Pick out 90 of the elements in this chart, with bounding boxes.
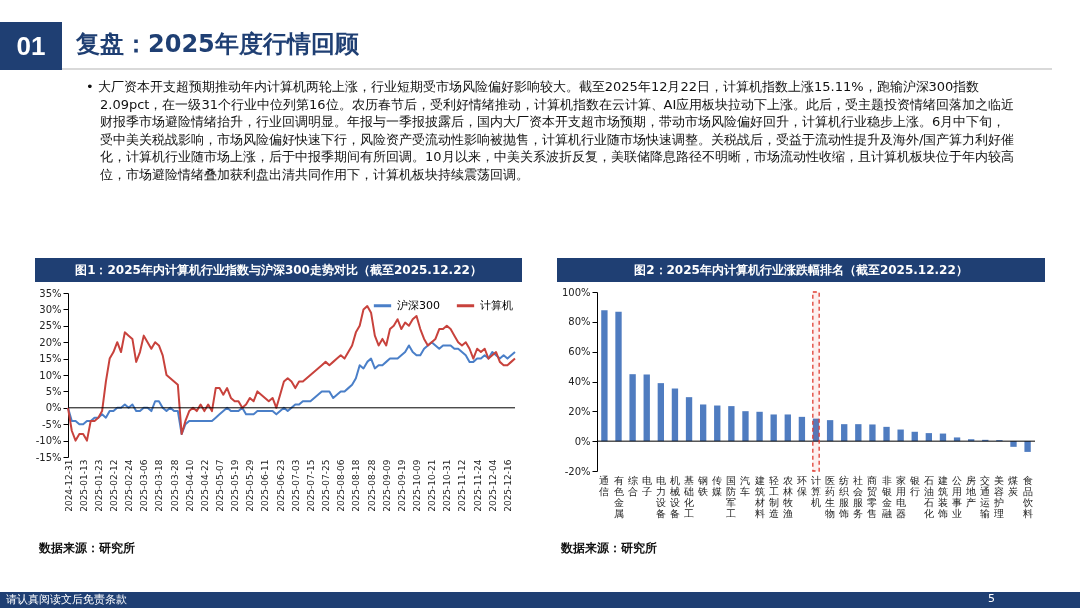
x-tick-label: 房地产 — [965, 474, 977, 508]
x-tick-label: 机械设备 — [669, 474, 680, 519]
x-tick-label: 公用事业 — [952, 474, 963, 519]
x-tick-label: 2025-07-03 — [290, 459, 301, 512]
x-tick-label: 2025-05-07 — [215, 459, 226, 512]
x-tick-label: 2025-10-09 — [412, 459, 423, 512]
x-tick-label: 建筑装饰 — [936, 474, 948, 519]
x-tick-label: 2025-10-21 — [427, 459, 438, 512]
y-tick-label: -10% — [35, 435, 62, 447]
y-tick-label: 60% — [568, 346, 591, 358]
x-tick-label: 2025-06-11 — [260, 459, 271, 512]
x-tick-label: 2025-12-16 — [502, 459, 513, 512]
legend-label: 计算机 — [480, 298, 513, 312]
x-tick-label: 轻工制造 — [768, 474, 779, 519]
y-tick-label: 20% — [39, 336, 62, 348]
x-tick-label: 计算机 — [811, 474, 821, 508]
y-tick-label: 40% — [568, 376, 591, 387]
text: 复盘：2025年度行情回顾 — [76, 29, 359, 60]
x-tick-label: 2025-01-13 — [78, 459, 89, 512]
y-tick-label: 80% — [568, 316, 591, 328]
x-tick-label: 钢铁 — [697, 474, 709, 497]
x-tick-label: 国防军工 — [726, 474, 737, 519]
y-tick-label: 25% — [39, 320, 62, 332]
y-tick-label: 10% — [39, 369, 62, 381]
x-tick-label: 2025-08-18 — [351, 459, 362, 512]
x-tick-label: 纺织服饰 — [838, 474, 850, 519]
y-tick-label: 0% — [574, 435, 591, 447]
x-tick-label: 2024-12-31 — [63, 459, 74, 512]
x-tick-label: 电力设备 — [655, 474, 666, 519]
x-tick-label: 商贸零售 — [867, 474, 878, 519]
x-tick-label: 社会服务 — [853, 474, 864, 519]
y-tick-label: 0% — [45, 402, 62, 414]
x-tick-label: 2025-01-23 — [93, 459, 104, 512]
x-tick-label: 汽车 — [740, 474, 751, 497]
y-tick-label: 15% — [39, 353, 62, 365]
source-note: 数据来源：研究所 — [39, 540, 135, 557]
x-tick-label: 2025-03-06 — [139, 459, 150, 512]
x-tick-label: 2025-02-12 — [108, 459, 119, 512]
x-tick-label: 美容护理 — [993, 474, 1005, 519]
y-tick-label: -15% — [35, 451, 62, 463]
x-tick-label: 2025-03-18 — [154, 459, 165, 512]
x-tick-label: 2025-12-04 — [487, 459, 498, 512]
x-tick-label: 2025-08-28 — [366, 459, 377, 512]
x-tick-label: 2025-02-24 — [124, 459, 135, 512]
x-tick-label: 石油石化 — [923, 474, 934, 519]
x-tick-label: 传媒 — [712, 474, 723, 497]
text: 请认真阅读文后免责条款 — [6, 593, 127, 607]
x-tick-label: 有色金属 — [613, 474, 624, 519]
x-tick-label: 基础化工 — [683, 474, 695, 519]
x-tick-label: 银行 — [908, 474, 920, 497]
x-tick-label: 综合 — [627, 474, 638, 497]
x-tick-label: 电子 — [641, 474, 652, 497]
y-tick-label: 30% — [39, 303, 62, 315]
chart-title: 图2：2025年内计算机行业涨跌幅排名（截至2025.12.22） — [557, 258, 1045, 282]
x-tick-label: 2025-05-19 — [230, 459, 241, 512]
x-tick-label: 2025-06-23 — [275, 459, 286, 512]
x-tick-label: 2025-10-31 — [442, 459, 453, 512]
x-tick-label: 医药生物 — [825, 474, 836, 519]
x-tick-label: 2025-07-25 — [321, 459, 332, 512]
y-tick-label: 35% — [39, 287, 62, 299]
x-tick-label: 2025-08-06 — [336, 459, 347, 512]
x-tick-label: 非银金融 — [880, 474, 892, 519]
x-tick-label: 2025-09-09 — [381, 459, 392, 512]
chart-title: 图1：2025年内计算机行业指数与沪深300走势对比（截至2025.12.22） — [35, 258, 522, 282]
x-tick-label: 2025-04-22 — [199, 459, 210, 512]
x-tick-label: 2025-11-24 — [472, 459, 483, 512]
text: 01 — [0, 22, 62, 70]
legend-label: 沪深300 — [397, 298, 440, 312]
text: 5 — [988, 592, 995, 605]
x-tick-label: 2025-03-28 — [169, 459, 180, 512]
y-tick-label: -20% — [564, 465, 591, 477]
x-tick-label: 食品饮料 — [1021, 474, 1033, 519]
x-tick-label: 交通运输 — [980, 474, 991, 519]
x-tick-label: 环保 — [796, 474, 807, 497]
x-tick-label: 煤炭 — [1008, 474, 1019, 497]
x-tick-label: 2025-09-19 — [396, 459, 407, 512]
x-tick-label: 2025-05-29 — [245, 459, 256, 512]
y-tick-label: 20% — [568, 405, 591, 417]
x-tick-label: 农林牧渔 — [781, 474, 793, 519]
x-tick-label: 建筑材料 — [753, 474, 765, 519]
x-tick-label: 2025-11-12 — [457, 459, 468, 512]
text: • 大厂资本开支超预期推动年内计算机两轮上涨，行业短期受市场风险偏好影响较大。截至2025年12月22日，计算机指数上涨15.11%，跑输沪深300指数2.09pct，在一级31个行业中位列第16位。农历春节后，受利好情绪推动，计算机指数在云计算、AI应用板块拉动下上涨。此后，受主题投资情绪回落加之临近财报季市场避险情绪抬升，行业回调明显。年报与一季报披露后，国内大厂资本开支超市场预期，带动市场风险偏好回升，计算机行业稳步上涨。6月中下旬，受中美关税战影响，市场风险偏好快速下行，风险资产受流动性影响被抛售，计算机行业随市场快速调整。关税战后，受益于流动性提升及海外/国产算力利好催化，计算机行业随市场上涨，后于中报季期间有所回调。10月以来，中美关系波折反复，美联储降息路径不明晰，市场流动性收缩，且计算机板块位于年内较高位，市场避险情绪叠加获利盘出清共同作用下，计算机板块持续震荡回调。 — [86, 78, 1016, 183]
x-tick-label: 家用电器 — [895, 474, 906, 519]
y-tick-label: -5% — [42, 418, 62, 430]
x-tick-label: 2025-04-10 — [184, 459, 195, 512]
x-tick-label: 2025-07-15 — [305, 459, 316, 512]
x-tick-label: 通信 — [599, 474, 610, 497]
y-tick-label: 100% — [561, 286, 591, 298]
source-note: 数据来源：研究所 — [561, 540, 657, 557]
y-tick-label: 5% — [45, 385, 62, 397]
